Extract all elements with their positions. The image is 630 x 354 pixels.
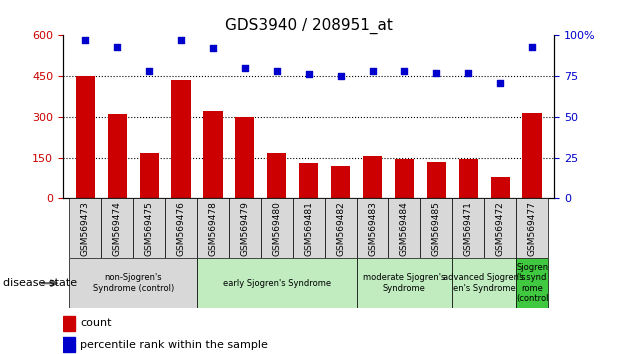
Text: GSM569482: GSM569482: [336, 201, 345, 256]
Bar: [171, 80, 191, 198]
Text: GSM569485: GSM569485: [432, 201, 441, 256]
Point: [367, 68, 377, 74]
FancyBboxPatch shape: [420, 198, 452, 258]
FancyBboxPatch shape: [197, 258, 357, 308]
Bar: [267, 154, 287, 198]
Bar: [76, 76, 95, 198]
Point: [112, 44, 122, 50]
FancyBboxPatch shape: [357, 198, 389, 258]
FancyBboxPatch shape: [229, 198, 261, 258]
Point: [527, 44, 537, 50]
FancyBboxPatch shape: [484, 198, 516, 258]
Point: [336, 73, 346, 79]
Bar: [491, 177, 510, 198]
Text: GSM569480: GSM569480: [272, 201, 281, 256]
Bar: [363, 156, 382, 198]
Point: [240, 65, 250, 71]
FancyBboxPatch shape: [293, 198, 324, 258]
Text: GSM569476: GSM569476: [176, 201, 186, 256]
Text: GSM569483: GSM569483: [368, 201, 377, 256]
Text: percentile rank within the sample: percentile rank within the sample: [80, 339, 268, 350]
Text: GSM569475: GSM569475: [145, 201, 154, 256]
Text: GSM569481: GSM569481: [304, 201, 313, 256]
Text: GSM569474: GSM569474: [113, 201, 122, 256]
Bar: [459, 159, 478, 198]
Bar: [427, 161, 446, 198]
Point: [144, 68, 154, 74]
Text: GSM569472: GSM569472: [496, 201, 505, 256]
Point: [272, 68, 282, 74]
FancyBboxPatch shape: [452, 258, 516, 308]
Text: GSM569478: GSM569478: [209, 201, 217, 256]
Point: [463, 70, 473, 76]
Text: advanced Sjogren's
en's Syndrome: advanced Sjogren's en's Syndrome: [443, 274, 525, 293]
FancyBboxPatch shape: [261, 198, 293, 258]
Text: count: count: [80, 318, 112, 329]
Title: GDS3940 / 208951_at: GDS3940 / 208951_at: [225, 18, 392, 34]
Text: non-Sjogren's
Syndrome (control): non-Sjogren's Syndrome (control): [93, 274, 174, 293]
Bar: [331, 166, 350, 198]
Bar: [63, 316, 76, 331]
FancyBboxPatch shape: [165, 198, 197, 258]
Point: [80, 38, 90, 43]
FancyBboxPatch shape: [101, 198, 133, 258]
Bar: [108, 114, 127, 198]
Point: [208, 46, 218, 51]
Text: GSM569484: GSM569484: [400, 201, 409, 256]
Bar: [299, 163, 318, 198]
Bar: [236, 117, 255, 198]
Text: GSM569473: GSM569473: [81, 201, 90, 256]
FancyBboxPatch shape: [516, 198, 548, 258]
Bar: [522, 113, 542, 198]
Text: early Sjogren's Syndrome: early Sjogren's Syndrome: [223, 279, 331, 288]
Bar: [395, 159, 414, 198]
FancyBboxPatch shape: [197, 198, 229, 258]
Point: [399, 68, 410, 74]
FancyBboxPatch shape: [69, 198, 101, 258]
FancyBboxPatch shape: [133, 198, 165, 258]
FancyBboxPatch shape: [516, 258, 548, 308]
Text: GSM569477: GSM569477: [527, 201, 537, 256]
FancyBboxPatch shape: [324, 198, 357, 258]
Point: [304, 72, 314, 77]
Point: [495, 80, 505, 85]
Text: GSM569479: GSM569479: [241, 201, 249, 256]
Point: [432, 70, 442, 76]
Bar: [203, 112, 222, 198]
Text: Sjogren
's synd
rome
(control: Sjogren 's synd rome (control: [516, 263, 548, 303]
Bar: [63, 337, 76, 352]
FancyBboxPatch shape: [69, 258, 197, 308]
Point: [176, 38, 186, 43]
Text: GSM569471: GSM569471: [464, 201, 472, 256]
FancyBboxPatch shape: [357, 258, 452, 308]
Bar: [140, 154, 159, 198]
Text: disease state: disease state: [3, 278, 77, 288]
Text: moderate Sjogren's
Syndrome: moderate Sjogren's Syndrome: [364, 274, 445, 293]
FancyBboxPatch shape: [452, 198, 484, 258]
FancyBboxPatch shape: [389, 198, 420, 258]
